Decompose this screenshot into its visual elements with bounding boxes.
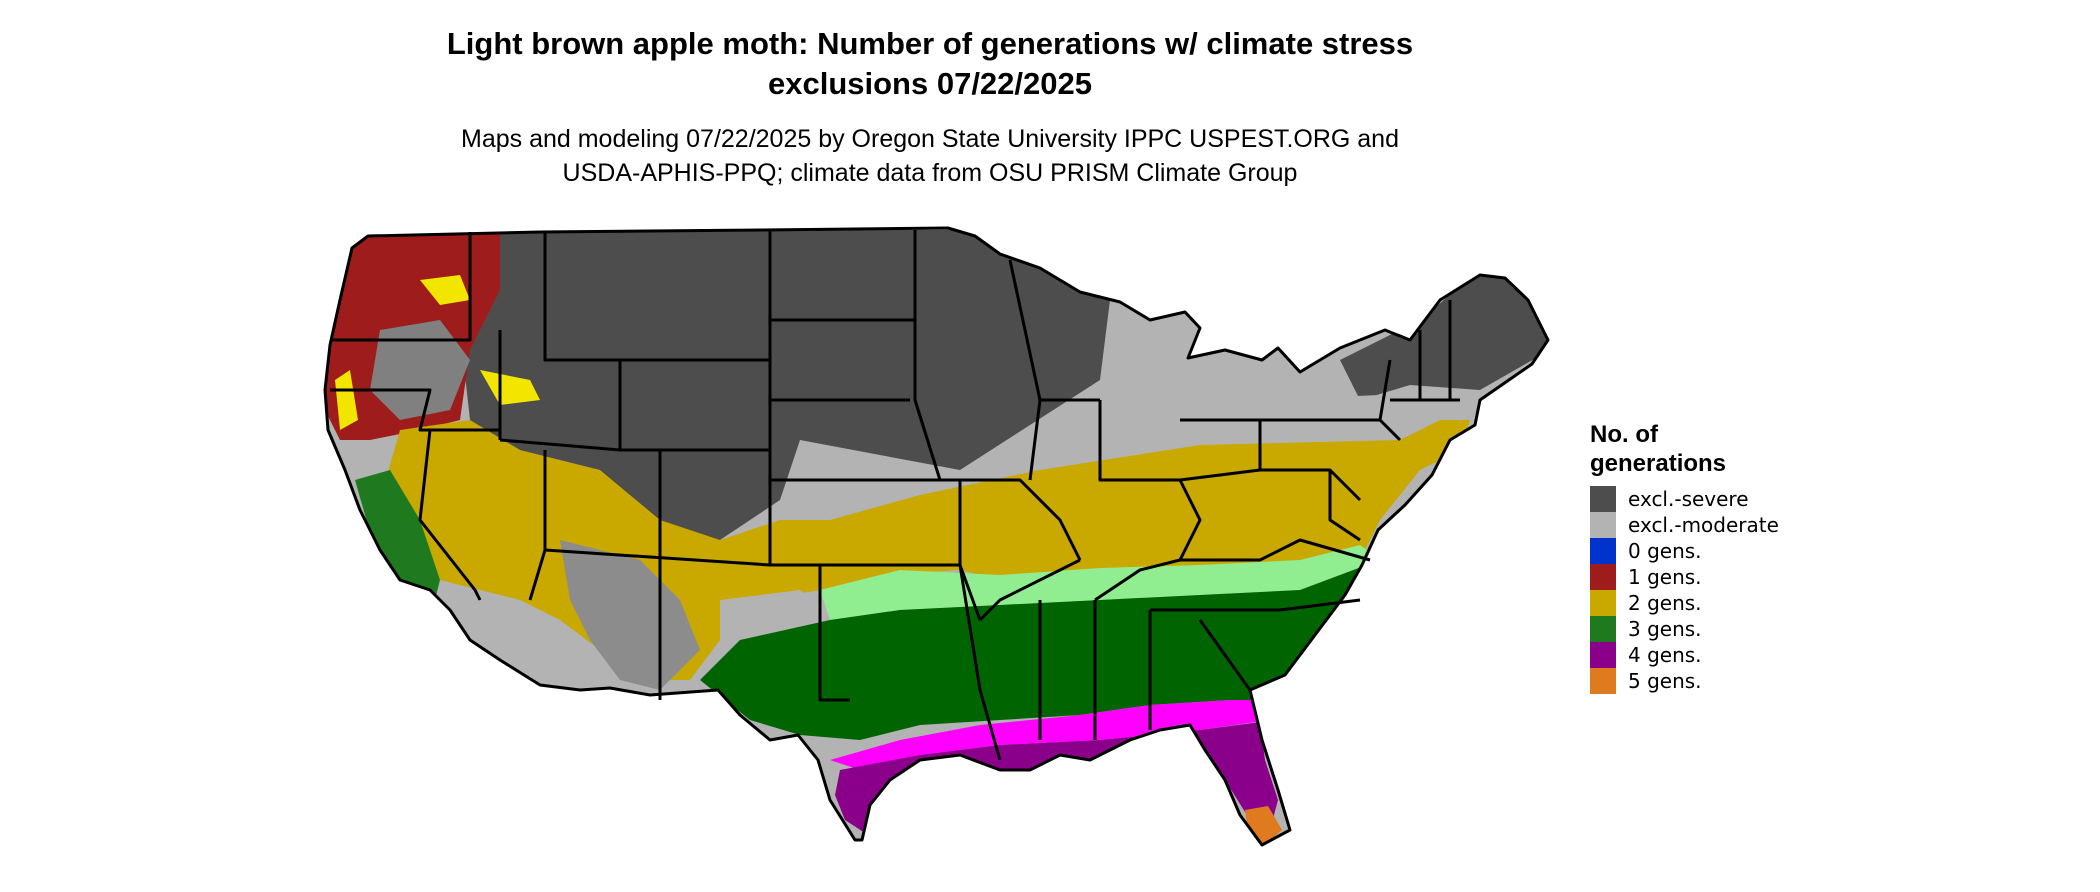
legend-swatch-5-gens [1590, 668, 1616, 694]
region-gen3-south [700, 560, 1400, 740]
region-gen2-bright-coast [335, 370, 358, 430]
legend-item-3-gens: 3 gens. [1590, 616, 1890, 642]
region-excl-nw-interior [370, 320, 470, 420]
legend-item-2-gens: 2 gens. [1590, 590, 1890, 616]
legend-item-5-gens: 5 gens. [1590, 668, 1890, 694]
region-gen4-band [830, 700, 1280, 770]
legend-swatch-4-gens [1590, 642, 1616, 668]
legend-swatch-excl-severe [1590, 486, 1616, 512]
legend-swatch-2-gens [1590, 590, 1616, 616]
legend-swatch-1-gens [1590, 564, 1616, 590]
legend-label-excl-severe: excl.-severe [1628, 487, 1749, 511]
region-gen2-bright-nw [420, 275, 470, 305]
legend-label-excl-moderate: excl.-moderate [1628, 513, 1779, 537]
region-gen3-california [355, 470, 440, 620]
map-title: Light brown apple moth: Number of genera… [300, 24, 1560, 104]
legend-label-0-gens: 0 gens. [1628, 539, 1702, 563]
map-subtitle-line2: USDA-APHIS-PPQ; climate data from OSU PR… [562, 159, 1298, 187]
legend-label-3-gens: 3 gens. [1628, 617, 1702, 641]
state-borders [323, 226, 1550, 847]
legend-label-5-gens: 5 gens. [1628, 669, 1702, 693]
legend-title: No. of generations [1590, 420, 1890, 478]
legend-title-line2: generations [1590, 450, 1727, 477]
legend-swatch-3-gens [1590, 616, 1616, 642]
map-legend: No. of generations excl.-severe excl.-mo… [1590, 420, 1890, 694]
map-subtitle: Maps and modeling 07/22/2025 by Oregon S… [300, 122, 1560, 190]
legend-title-line1: No. of [1590, 421, 1658, 448]
legend-item-excl-severe: excl.-severe [1590, 486, 1890, 512]
us-outline [323, 226, 1550, 847]
legend-item-1-gens: 1 gens. [1590, 564, 1890, 590]
legend-item-excl-moderate: excl.-moderate [1590, 512, 1890, 538]
legend-item-0-gens: 0 gens. [1590, 538, 1890, 564]
us-map-svg [323, 226, 1550, 847]
region-excl-southwest [560, 540, 700, 690]
region-gen3-transition [820, 545, 1380, 620]
legend-item-4-gens: 4 gens. [1590, 642, 1890, 668]
legend-label-1-gens: 1 gens. [1628, 565, 1702, 589]
us-map [300, 220, 1600, 890]
map-subtitle-line1: Maps and modeling 07/22/2025 by Oregon S… [461, 125, 1399, 153]
map-title-line2: exclusions 07/22/2025 [767, 66, 1092, 101]
legend-label-2-gens: 2 gens. [1628, 591, 1702, 615]
legend-swatch-excl-moderate [1590, 512, 1616, 538]
map-title-line1: Light brown apple moth: Number of genera… [446, 26, 1414, 61]
legend-swatch-0-gens [1590, 538, 1616, 564]
legend-label-4-gens: 4 gens. [1628, 643, 1702, 667]
region-gen2-bright-idaho [480, 370, 540, 405]
region-gen4-gulf [835, 722, 1278, 835]
